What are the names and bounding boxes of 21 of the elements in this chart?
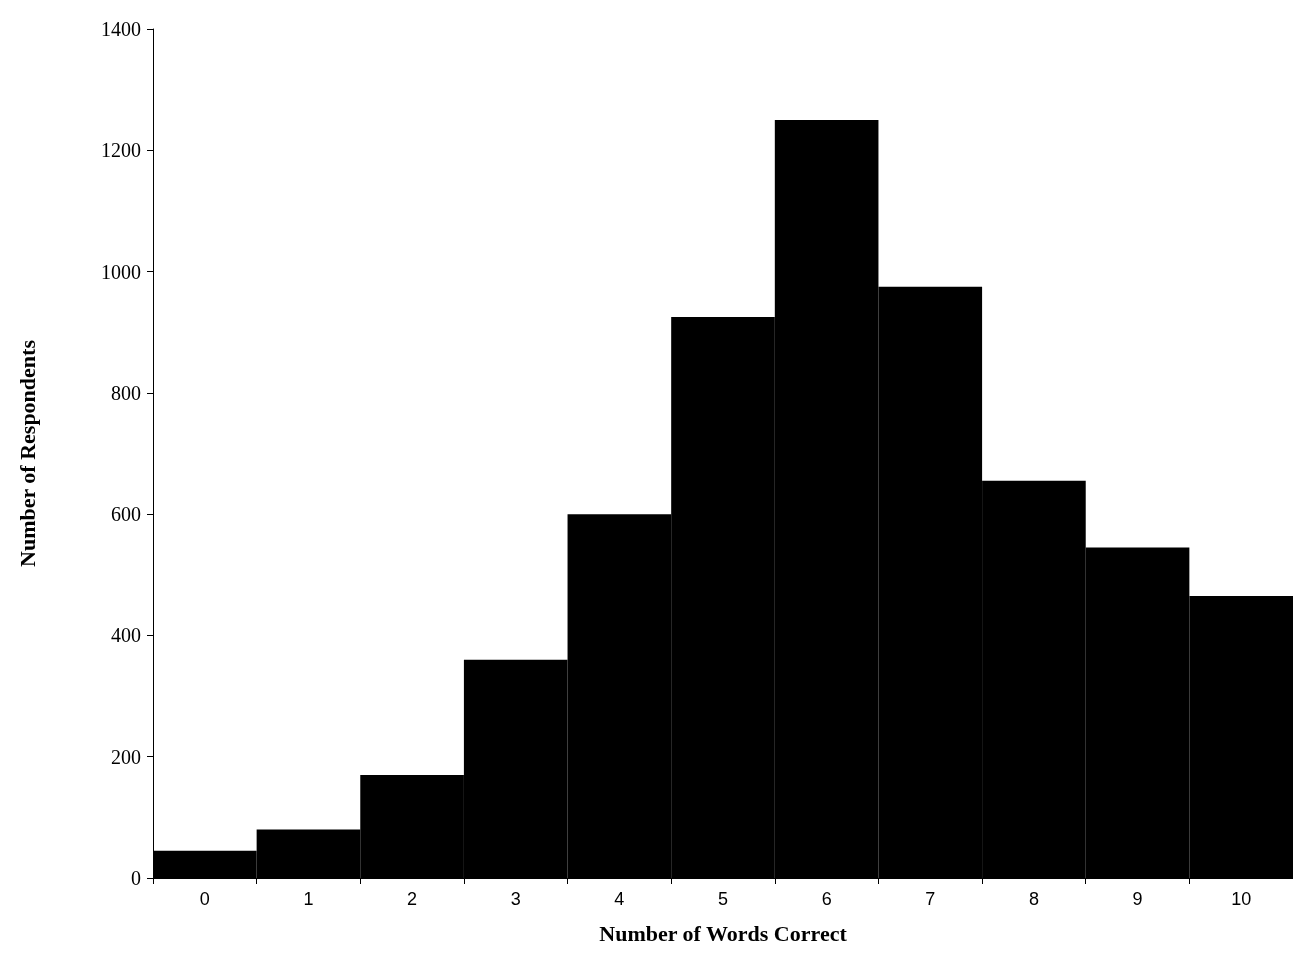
y-tick-label: 400: [111, 624, 141, 647]
x-tick-label: 0: [199, 889, 210, 909]
y-tick-label: 600: [111, 503, 141, 526]
y-tick-label: 1400: [101, 18, 141, 40]
y-tick-label: 0: [131, 867, 141, 889]
x-axis-title: Number of Words Correct: [599, 920, 848, 946]
y-tick-label: 800: [111, 381, 141, 404]
x-tick-label: 5: [717, 889, 729, 909]
x-tick-label: 1: [303, 889, 314, 909]
x-tick-label: 9: [1132, 889, 1143, 909]
x-tick-label: 3: [510, 889, 521, 909]
x-tick-label: 6: [821, 889, 832, 909]
x-tick-label: 10: [1231, 889, 1252, 909]
y-axis-title: Number of Respondents: [14, 339, 40, 567]
y-tick-label: 200: [111, 745, 141, 768]
x-tick-label: 4: [614, 889, 625, 909]
x-tick-label: 8: [1028, 889, 1039, 909]
x-tick-label: 2: [407, 889, 418, 909]
y-tick-label: 1200: [101, 139, 141, 162]
y-tick-label: 1000: [101, 260, 141, 283]
x-tick-label: 7: [925, 889, 936, 909]
